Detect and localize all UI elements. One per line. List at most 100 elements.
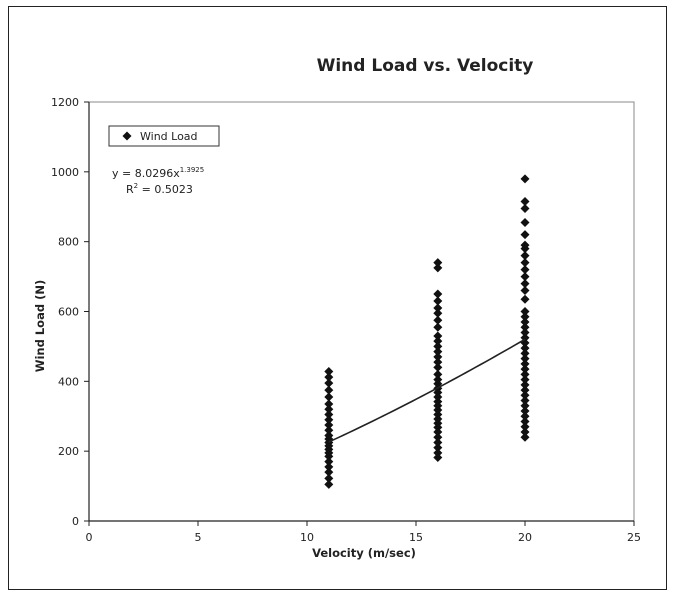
data-point [324, 399, 334, 409]
data-point [324, 479, 334, 489]
data-point [520, 348, 530, 358]
data-point [520, 217, 530, 227]
equation-exponent: 1.3925 [180, 166, 205, 174]
data-point [520, 312, 530, 322]
data-point [520, 322, 530, 332]
x-tick-label: 10 [300, 531, 314, 544]
data-point [433, 432, 443, 442]
data-point [433, 392, 443, 402]
x-axis-label: Velocity (m/sec) [312, 546, 416, 560]
data-point [433, 414, 443, 424]
data-point [520, 307, 530, 316]
chart-frame: Wind Load vs. Velocity 0 5 10 15 20 25 0 20 0 40… [8, 6, 667, 590]
y-tick-label: 1200 [51, 96, 79, 109]
data-point [520, 354, 530, 364]
data-point [520, 251, 530, 261]
data-point [324, 385, 334, 395]
data-point [324, 473, 334, 483]
data-point [324, 404, 334, 414]
data-point [520, 401, 530, 411]
data-point [520, 240, 530, 250]
data-point [324, 372, 334, 382]
x-tick-label: 5 [195, 531, 202, 544]
data-point [520, 422, 530, 432]
data-point [324, 410, 334, 420]
data-point [520, 327, 530, 337]
data-point [324, 425, 334, 435]
data-point [324, 378, 334, 388]
y-tick-label: 400 [58, 375, 79, 388]
data-point [324, 457, 334, 467]
y-tick-label: 600 [58, 306, 79, 319]
power-trendline [328, 338, 526, 443]
data-point [433, 437, 443, 447]
data-point [520, 427, 530, 437]
x-tick-label: 20 [518, 531, 532, 544]
data-point [324, 420, 334, 430]
data-point [520, 380, 530, 390]
data-point [324, 415, 334, 425]
data-point [433, 397, 443, 407]
data-point [324, 367, 334, 377]
data-point [433, 352, 443, 362]
x-tick-label: 15 [409, 531, 423, 544]
data-point [433, 369, 443, 379]
data-point [520, 416, 530, 426]
data-point [520, 286, 530, 296]
data-point [520, 203, 530, 213]
y-tick-label: 0 [72, 515, 79, 528]
data-point [520, 272, 530, 282]
data-point [433, 308, 443, 318]
chart-title: Wind Load vs. Velocity [317, 56, 534, 76]
data-point [433, 427, 443, 437]
data-point [433, 362, 443, 372]
data-point [433, 448, 443, 458]
data-point [324, 430, 334, 440]
trendline-equation: y = 8.0296x1.3925 [112, 166, 204, 180]
data-point [520, 343, 530, 353]
r2-exponent: 2 [134, 182, 138, 190]
x-axis: 0 5 10 15 20 25 [86, 520, 641, 544]
data-point [433, 303, 443, 313]
data-point [433, 452, 443, 462]
data-point [433, 322, 443, 332]
data-point [520, 279, 530, 289]
trendline-r-squared: R2 = 0.5023 [126, 182, 193, 196]
data-point [433, 410, 443, 420]
data-point [520, 197, 530, 207]
data-point [520, 369, 530, 379]
data-point [520, 411, 530, 421]
data-point [433, 315, 443, 325]
r2-prefix: R [126, 183, 134, 196]
data-point [520, 385, 530, 395]
data-point [520, 174, 530, 184]
x-tick-label: 25 [627, 531, 641, 544]
y-tick-label: 800 [58, 236, 79, 249]
data-point [433, 347, 443, 357]
data-point [433, 331, 443, 341]
data-point [433, 357, 443, 367]
data-point [520, 364, 530, 374]
data-point [520, 390, 530, 400]
data-point [520, 230, 530, 240]
x-tick-label: 0 [86, 531, 93, 544]
data-point [433, 443, 443, 453]
data-point [520, 294, 530, 304]
data-point [520, 359, 530, 369]
data-point [433, 289, 443, 299]
data-point [520, 317, 530, 327]
legend-marker-diamond [122, 131, 132, 141]
data-point [433, 263, 443, 273]
data-point [433, 336, 443, 346]
wind-load-chart: Wind Load vs. Velocity 0 5 10 15 20 25 0 20 0 40… [33, 56, 641, 560]
data-point [433, 258, 443, 268]
data-point [324, 392, 334, 402]
data-point [433, 375, 443, 385]
data-point [324, 467, 334, 477]
y-axis: 0 200 400 600 800 1000 1200 [51, 96, 90, 528]
r2-value: = 0.5023 [138, 183, 193, 196]
data-point [520, 396, 530, 406]
y-tick-label: 1000 [51, 166, 79, 179]
equation-prefix: y = 8.0296x [112, 167, 180, 180]
data-point [520, 265, 530, 275]
